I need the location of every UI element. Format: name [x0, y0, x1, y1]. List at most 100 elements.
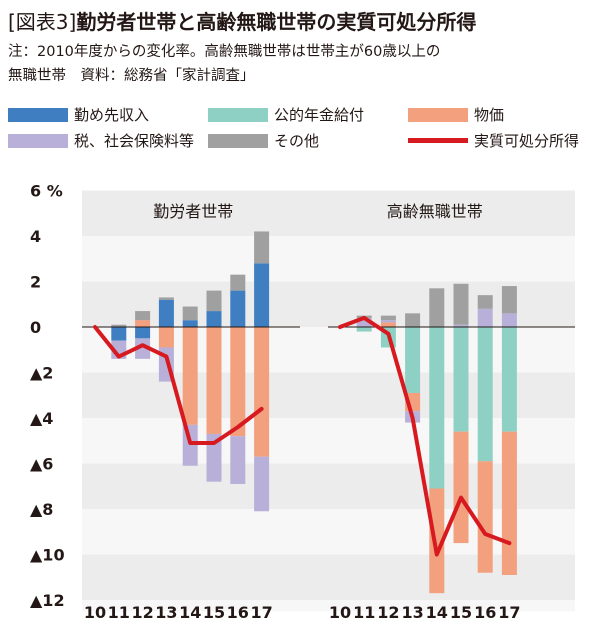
bar-wage	[111, 327, 127, 341]
legend-swatch-tax	[8, 133, 68, 148]
panel-title: 勤労者世帯	[153, 202, 233, 221]
legend-label-other: その他	[274, 132, 320, 150]
bar-wage	[182, 320, 198, 327]
legend-item-real: 実質可処分所得	[408, 130, 579, 151]
bar-wage	[158, 299, 174, 327]
panel-title: 高齢無職世帯	[387, 202, 483, 221]
grid-band	[82, 418, 575, 464]
bar-tax	[477, 308, 493, 327]
grid-band	[82, 190, 575, 236]
bar-tax	[254, 456, 270, 512]
y-tick-label: ▲6	[30, 455, 53, 474]
bar-tax	[135, 338, 151, 359]
legend-label-wage: 勤め先収入	[74, 106, 150, 124]
y-tick-label: 6 %	[30, 182, 63, 201]
legend-item-pension: 公的年金給付	[208, 104, 364, 125]
x-tick-label: 15	[203, 603, 225, 622]
title-text: 勤労者世帯と高齢無職世帯の実質可処分所得	[76, 10, 477, 34]
x-tick-label: 13	[401, 603, 423, 622]
y-tick-label: 4	[30, 227, 41, 246]
bar-pension	[501, 327, 517, 432]
bar-wage	[230, 290, 246, 327]
note-line-2: 無職世帯 資料：総務省「家計調査」	[8, 68, 255, 84]
bar-other	[158, 297, 174, 300]
real-income-line	[338, 315, 512, 557]
x-tick-label: 11	[353, 603, 375, 622]
bar-price	[254, 327, 270, 457]
x-tick-label: 12	[377, 603, 399, 622]
figure-tag: [図表3]	[8, 10, 77, 34]
y-tick-label: ▲4	[30, 409, 53, 428]
bar-other	[182, 306, 198, 321]
bar-other	[111, 324, 127, 327]
grid-band	[82, 281, 575, 327]
bar-other	[501, 286, 517, 314]
legend-swatch-wage	[8, 107, 68, 122]
bar-other	[405, 313, 421, 327]
bar-tax	[453, 324, 469, 327]
legend-line-real	[408, 138, 468, 143]
bar-other	[135, 311, 151, 321]
y-tick-label: ▲8	[30, 500, 53, 519]
bar-wage	[135, 327, 151, 339]
bar-pension	[453, 327, 469, 432]
y-tick-label: ▲10	[30, 546, 65, 565]
legend-item-tax: 税、社会保険料等	[8, 130, 194, 151]
y-tick-label: ▲12	[30, 591, 65, 610]
real-income-line	[93, 325, 264, 446]
x-tick-label: 10	[329, 603, 351, 622]
bar-pension	[405, 327, 421, 393]
legend-swatch-pension	[208, 107, 268, 122]
bar-tax	[380, 320, 396, 323]
grid-band	[82, 600, 575, 612]
bar-pension	[356, 327, 372, 332]
x-tick-label: 11	[108, 603, 130, 622]
bar-tax	[206, 433, 222, 482]
bar-other	[254, 231, 270, 264]
bar-price	[230, 327, 246, 437]
y-tick-label: 2	[30, 273, 41, 292]
bar-price	[206, 327, 222, 434]
bar-price	[501, 431, 517, 575]
x-tick-label: 12	[131, 603, 153, 622]
bar-wage	[206, 311, 222, 327]
bar-other	[230, 274, 246, 291]
x-tick-label: 13	[155, 603, 177, 622]
legend-label-real: 実質可処分所得	[474, 132, 580, 150]
legend-label-price: 物価	[474, 106, 505, 124]
grid-band	[82, 463, 575, 509]
x-tick-label: 14	[179, 603, 201, 622]
bar-tax	[356, 317, 372, 327]
legend: 勤め先収入 公的年金給付 物価 税、社会保険料等 その他 実質可処分所得	[8, 104, 593, 154]
bar-price	[477, 461, 493, 573]
legend-label-tax: 税、社会保険料等	[74, 132, 195, 150]
x-tick-label: 16	[227, 603, 249, 622]
y-tick-label: 0	[30, 318, 41, 337]
note-line-1: 注：2010年度からの変化率。高齢無職世帯は世帯主が60歳以上の	[8, 44, 441, 60]
bar-tax	[230, 436, 246, 484]
chart-title: [図表3]勤労者世帯と高齢無職世帯の実質可処分所得	[8, 6, 476, 35]
bar-other	[380, 315, 396, 321]
bar-pension	[429, 327, 445, 489]
bar-price	[453, 431, 469, 544]
x-tick-label: 17	[250, 603, 272, 622]
legend-item-price: 物価	[408, 104, 504, 125]
x-tick-label: 15	[450, 603, 472, 622]
bar-price	[182, 327, 198, 425]
bar-wage	[254, 263, 270, 327]
x-tick-label: 16	[474, 603, 496, 622]
grid-band	[82, 554, 575, 600]
bar-price	[380, 322, 396, 327]
bar-pension	[477, 327, 493, 462]
grid-band	[82, 372, 575, 418]
bar-price	[135, 320, 151, 327]
bar-other	[477, 295, 493, 309]
legend-swatch-price	[408, 107, 468, 122]
bar-other	[206, 290, 222, 312]
y-tick-label: ▲2	[30, 364, 53, 383]
bar-other	[453, 283, 469, 325]
bar-tax	[501, 313, 517, 327]
grid-band	[82, 509, 575, 555]
x-tick-label: 17	[498, 603, 520, 622]
